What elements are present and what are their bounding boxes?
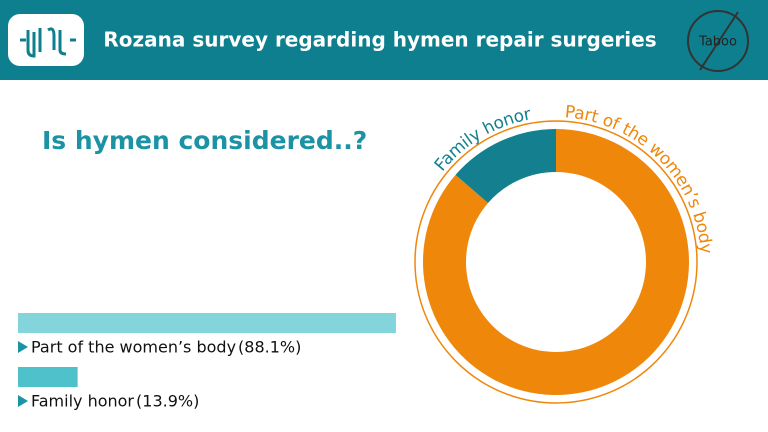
header-bar bbox=[0, 0, 768, 80]
value-label: (13.9%) bbox=[136, 392, 199, 411]
chart-title: Is hymen considered..? bbox=[42, 126, 367, 155]
bullet bbox=[18, 395, 28, 407]
donut-segment bbox=[423, 129, 689, 396]
header-title: Rozana survey regarding hymen repair sur… bbox=[103, 28, 656, 52]
bullet bbox=[18, 341, 28, 353]
badge: Taboo bbox=[687, 10, 749, 72]
donut-segment bbox=[455, 129, 556, 204]
outer-ring bbox=[414, 120, 698, 404]
bar bbox=[18, 367, 78, 387]
bar-label: Part of the women’s body bbox=[31, 338, 236, 357]
value-label: (88.1%) bbox=[238, 338, 301, 357]
badge-text: Taboo bbox=[698, 35, 737, 50]
bar bbox=[18, 313, 396, 333]
logo bbox=[8, 14, 84, 66]
bar-label: Family honor bbox=[31, 392, 134, 411]
